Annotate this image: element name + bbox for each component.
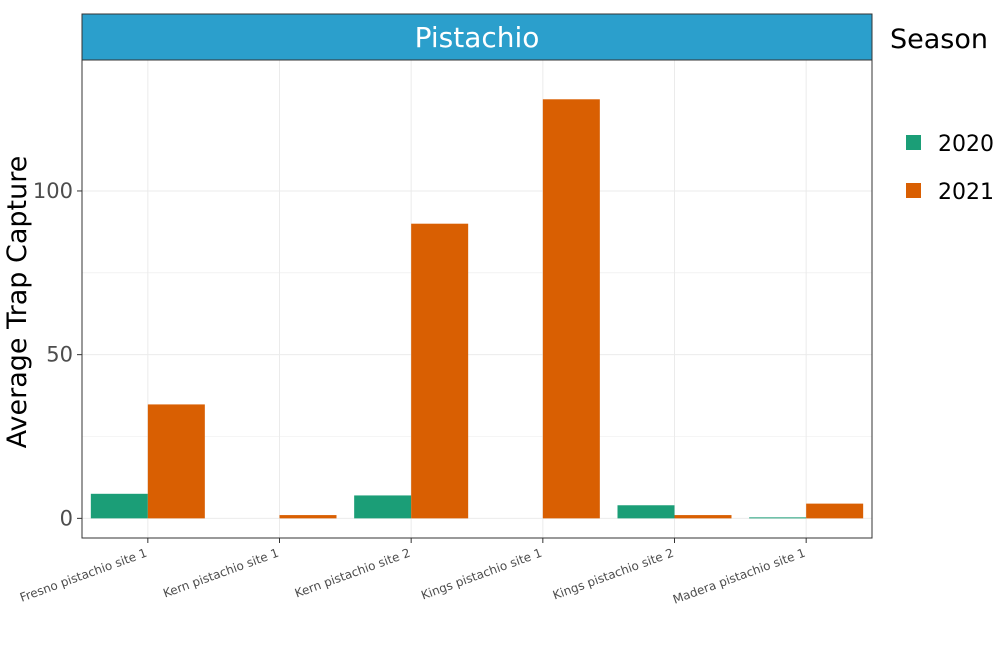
facet-strip: [81, 13, 873, 61]
legend: 2020 2021: [906, 132, 994, 205]
y-tick-label: 100: [33, 179, 73, 203]
bar-2020-4: [617, 505, 675, 519]
legend-label-2021: 2021: [938, 180, 994, 205]
x-tick-label: Kings pistachio site 1: [419, 546, 544, 603]
panel-background: [82, 60, 872, 538]
legend-key-2020: [906, 135, 921, 150]
bar-2021-3: [542, 99, 600, 519]
y-tick-label: 50: [46, 343, 73, 367]
legend-label-2020: 2020: [938, 132, 994, 157]
x-tick-label: Madera pistachio site 1: [671, 546, 807, 607]
bar-2021-4: [674, 515, 732, 519]
grid-layer: [82, 60, 872, 538]
y-axis: 0 50 100: [33, 179, 82, 530]
x-tick-label: Kern pistachio site 1: [161, 546, 280, 601]
legend-title: Season: [890, 24, 988, 55]
bar-2021-5: [806, 503, 864, 519]
bar-2020-0: [90, 493, 148, 519]
y-axis-label: Average Trap Capture: [2, 156, 33, 449]
facet-title: Pistachio: [415, 21, 540, 54]
x-axis: Fresno pistachio site 1 Kern pistachio si…: [18, 538, 807, 607]
bar-2020-2: [354, 495, 412, 519]
bars-layer: [90, 99, 864, 519]
bar-2021-2: [411, 223, 469, 519]
bar-2020-5: [749, 517, 807, 519]
y-tick-label: 0: [60, 506, 73, 530]
bar-2021-0: [147, 404, 205, 519]
bar-2021-1: [279, 515, 337, 519]
x-tick-label: Kern pistachio site 2: [293, 546, 412, 601]
x-tick-label: Fresno pistachio site 1: [18, 546, 149, 605]
legend-key-2021: [906, 183, 921, 198]
x-tick-label: Kings pistachio site 2: [551, 546, 676, 603]
